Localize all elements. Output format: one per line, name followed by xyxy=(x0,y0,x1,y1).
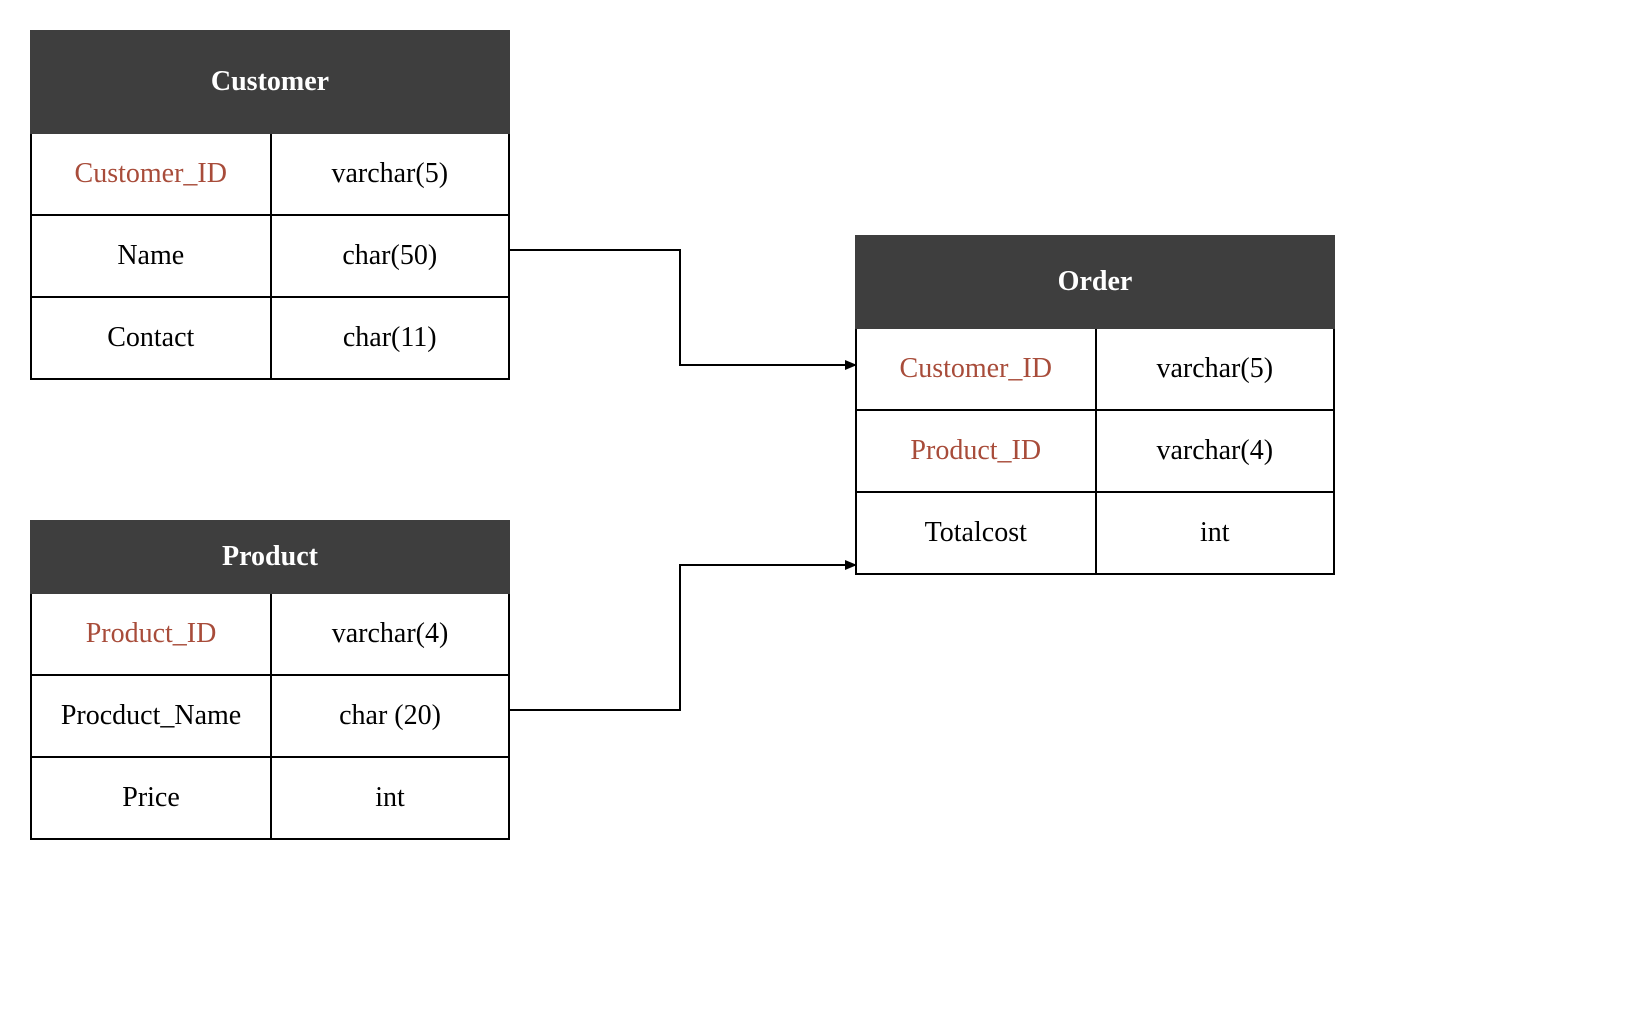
entity-customer: CustomerCustomer_IDvarchar(5)Namechar(50… xyxy=(30,30,510,380)
field-type: varchar(5) xyxy=(1096,328,1335,410)
entity-title: Product xyxy=(31,521,509,593)
connector-customer-to-order xyxy=(510,250,855,365)
entity-row: Namechar(50) xyxy=(31,215,509,297)
entity-title: Order xyxy=(856,236,1334,328)
field-type: char(11) xyxy=(271,297,510,379)
er-diagram-canvas: CustomerCustomer_IDvarchar(5)Namechar(50… xyxy=(0,0,1630,1032)
field-type: char(50) xyxy=(271,215,510,297)
field-type: int xyxy=(1096,492,1335,574)
field-type: varchar(5) xyxy=(271,133,510,215)
entity-row: Totalcostint xyxy=(856,492,1334,574)
field-name-key: Customer_ID xyxy=(31,133,271,215)
entity-row: Customer_IDvarchar(5) xyxy=(31,133,509,215)
entity-product: ProductProduct_IDvarchar(4)Procduct_Name… xyxy=(30,520,510,840)
field-name-key: Customer_ID xyxy=(856,328,1096,410)
entity-row: Procduct_Namechar (20) xyxy=(31,675,509,757)
field-name: Price xyxy=(31,757,271,839)
entity-row: Customer_IDvarchar(5) xyxy=(856,328,1334,410)
entity-row: Priceint xyxy=(31,757,509,839)
field-type: int xyxy=(271,757,509,839)
field-name: Totalcost xyxy=(856,492,1096,574)
field-name-key: Product_ID xyxy=(31,593,271,675)
field-type: varchar(4) xyxy=(271,593,509,675)
field-name: Contact xyxy=(31,297,271,379)
entity-title: Customer xyxy=(31,31,509,133)
entity-row: Product_IDvarchar(4) xyxy=(856,410,1334,492)
connector-product-to-order xyxy=(510,565,855,710)
entity-order: OrderCustomer_IDvarchar(5)Product_IDvarc… xyxy=(855,235,1335,575)
field-name: Procduct_Name xyxy=(31,675,271,757)
field-type: varchar(4) xyxy=(1096,410,1335,492)
field-type: char (20) xyxy=(271,675,509,757)
entity-row: Contactchar(11) xyxy=(31,297,509,379)
field-name-key: Product_ID xyxy=(856,410,1096,492)
entity-row: Product_IDvarchar(4) xyxy=(31,593,509,675)
field-name: Name xyxy=(31,215,271,297)
